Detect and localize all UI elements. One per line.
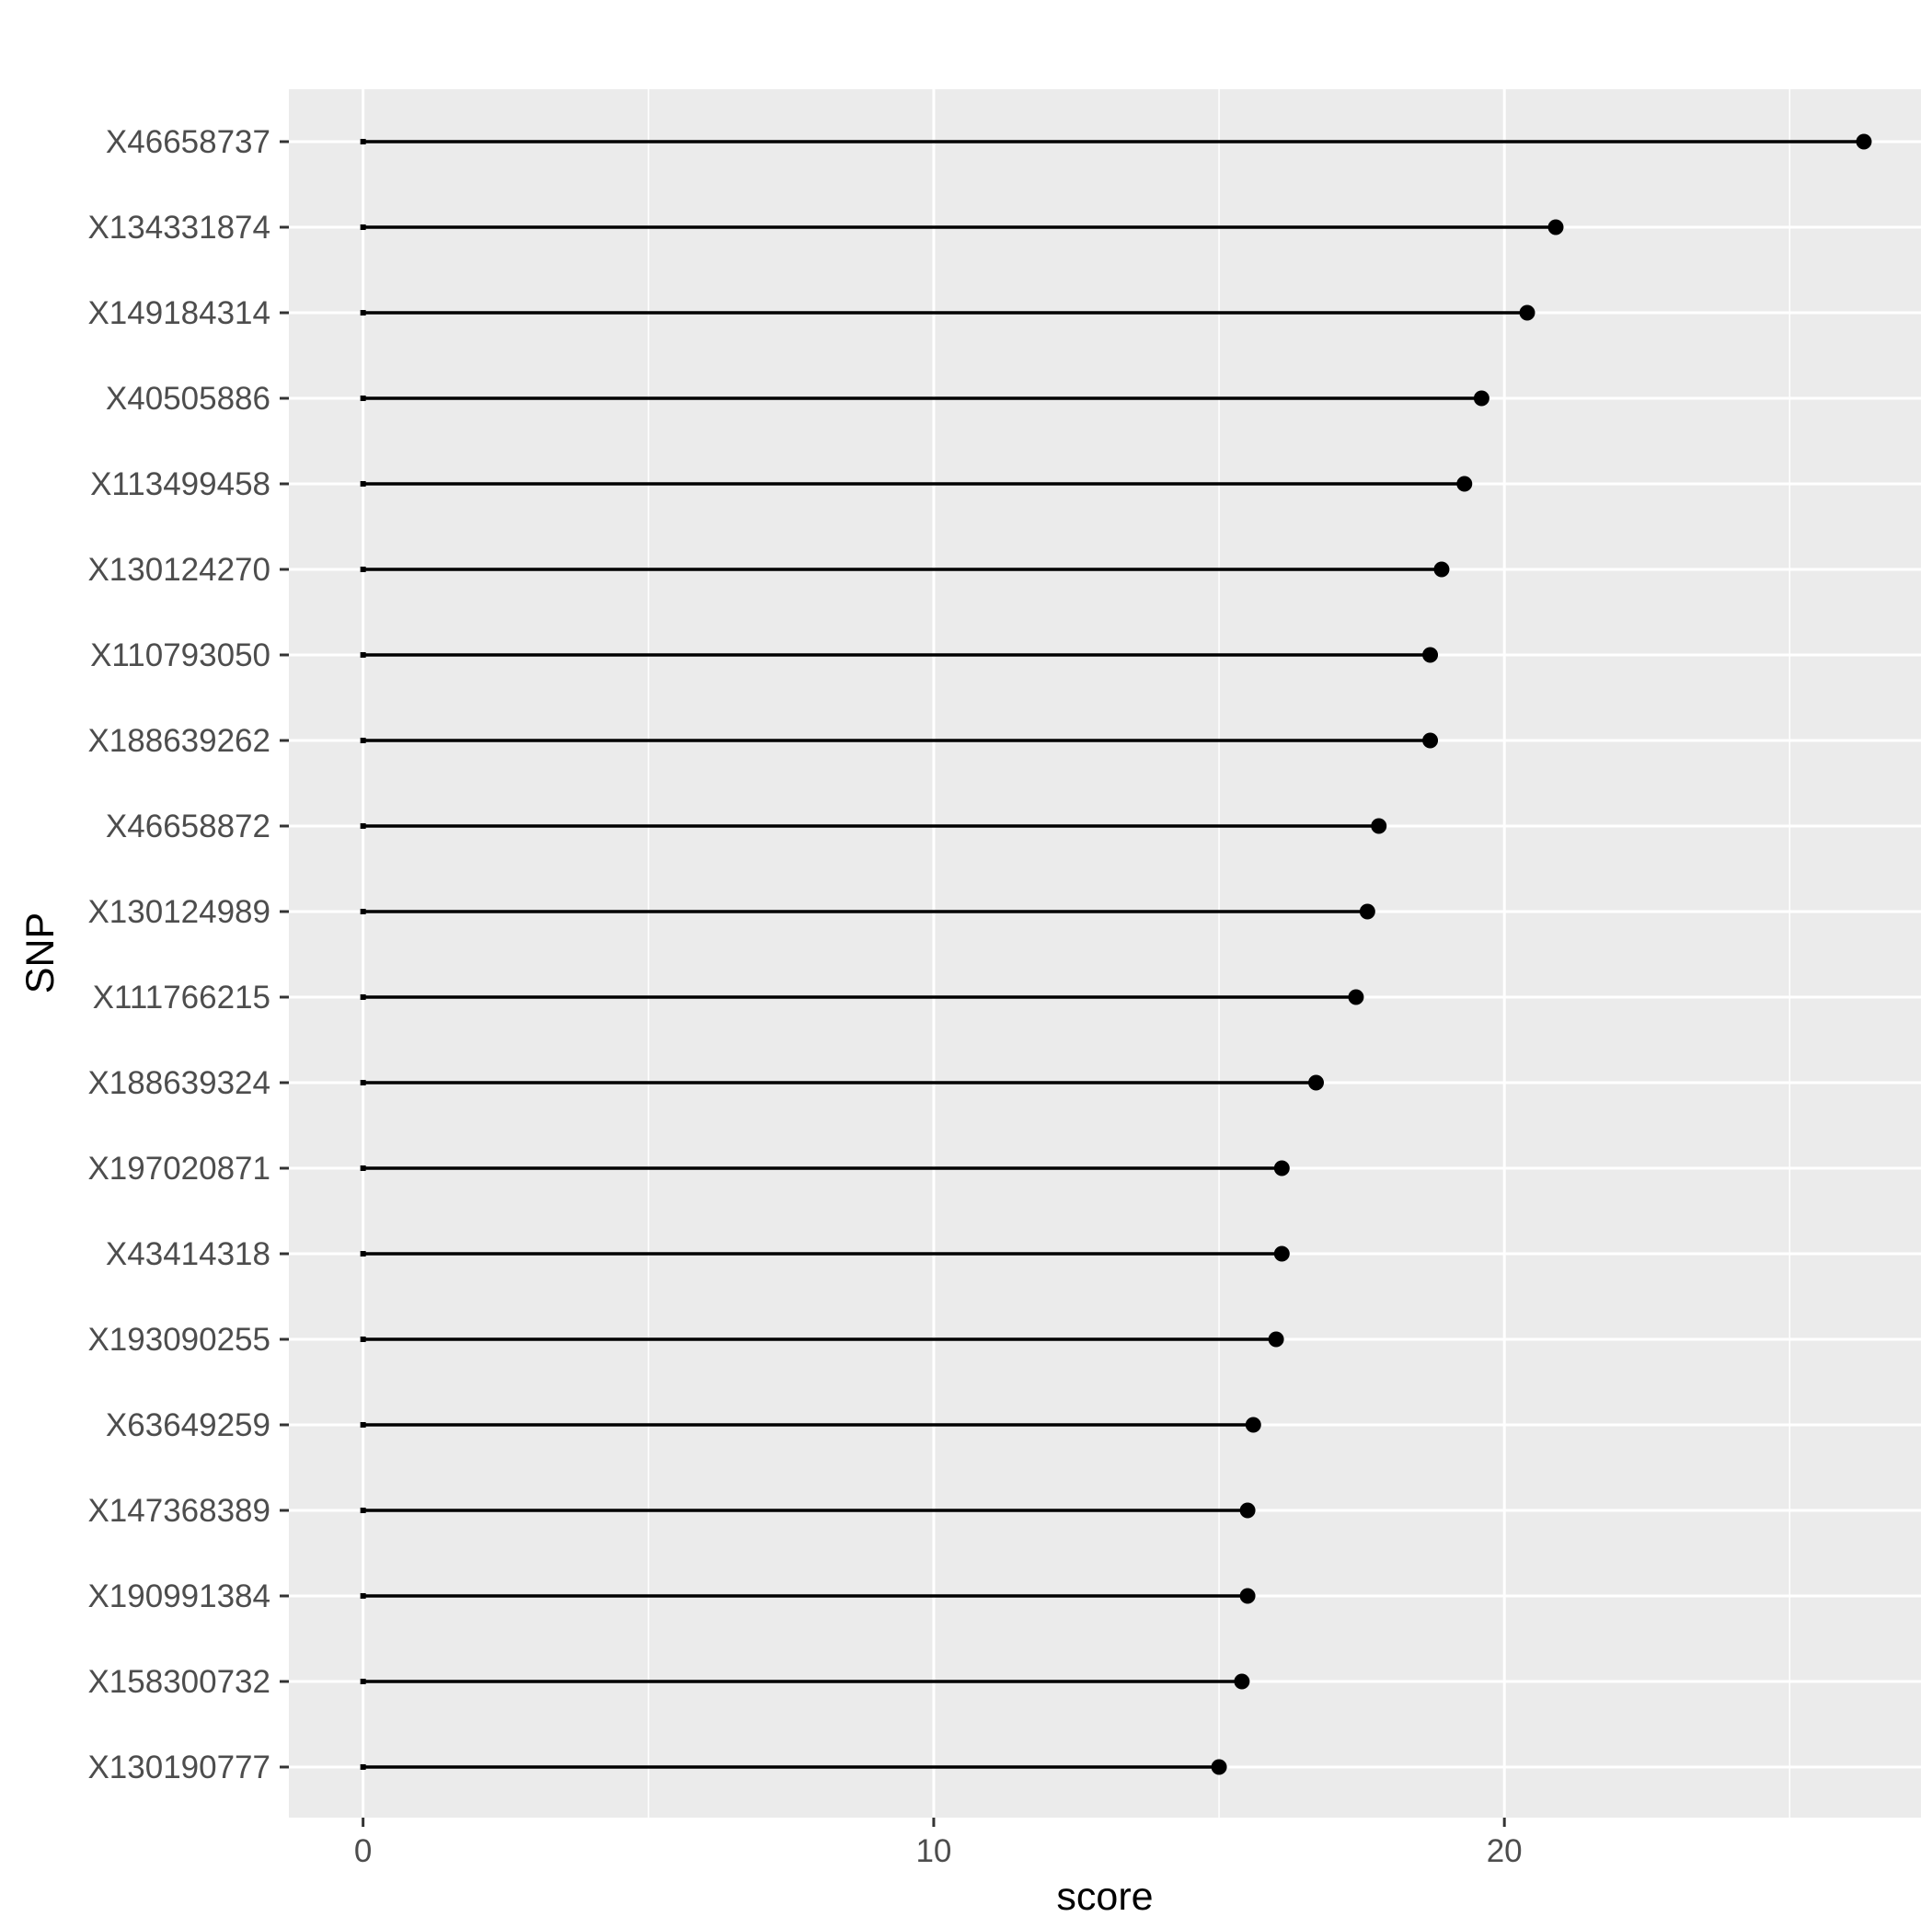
x-axis-ticks: 0 10 20 [354, 1818, 1523, 1869]
minor-gridlines [648, 89, 1791, 1818]
lollipop-start-point [360, 224, 366, 230]
x-tick-label: 20 [1487, 1833, 1523, 1869]
lollipop-point [1273, 1160, 1290, 1176]
lollipop-start-point [360, 139, 366, 144]
lollipop-point [1359, 903, 1375, 920]
lollipop-start-point [360, 1337, 366, 1342]
lollipop-start-point [360, 1508, 366, 1513]
lollipop-point [1239, 1588, 1256, 1604]
y-tick-label: X190991384 [87, 1578, 270, 1614]
lollipop-point [1547, 219, 1564, 235]
y-tick-label: X197020871 [87, 1151, 270, 1187]
y-tick-label: X130124270 [87, 552, 270, 588]
y-tick-label: X110793050 [90, 637, 270, 673]
lollipop-start-point [360, 823, 366, 829]
lollipop-start-point [360, 1679, 366, 1684]
lollipop-point [1273, 1245, 1290, 1262]
lollipop-point [1473, 390, 1489, 407]
y-tick-label: X193090255 [87, 1322, 270, 1358]
y-tick-label: X46658737 [106, 124, 270, 160]
lollipop-point [1422, 647, 1439, 663]
lollipop-point [1268, 1331, 1284, 1348]
lollipop-start-point [360, 994, 366, 1000]
lollipop-points [360, 133, 1872, 1775]
y-tick-label: X130190777 [87, 1750, 270, 1785]
x-axis-title: score [1056, 1875, 1153, 1919]
lollipop-start-point [360, 481, 366, 487]
lollipop-start-point [360, 1080, 366, 1085]
lollipop-start-point [360, 1165, 366, 1171]
lollipop-start-point [360, 567, 366, 572]
y-tick-label: X188639324 [87, 1065, 270, 1101]
lollipop-start-point [360, 1764, 366, 1770]
lollipop-point [1308, 1074, 1325, 1091]
lollipop-point [1856, 133, 1872, 150]
y-tick-label: X113499458 [90, 466, 270, 502]
lollipop-start-point [360, 396, 366, 401]
y-tick-label: X158300732 [87, 1664, 270, 1700]
lollipop-point [1239, 1502, 1256, 1519]
lollipop-point [1456, 476, 1473, 492]
y-tick-label: X130124989 [87, 894, 270, 930]
y-tick-label: X63649259 [106, 1407, 270, 1443]
x-tick-label: 10 [915, 1833, 951, 1869]
lollipop-point [1371, 818, 1387, 834]
lollipop-start-point [360, 310, 366, 316]
y-axis-ticks: X46658737 X134331874 X149184314 X40505886 X1… [87, 124, 289, 1785]
y-tick-label: X149184314 [87, 295, 270, 331]
y-tick-label: X111766215 [93, 980, 270, 1016]
y-tick-label: X188639262 [87, 723, 270, 759]
lollipop-point [1245, 1417, 1261, 1433]
y-tick-label: X134331874 [87, 210, 270, 246]
lollipop-point [1348, 989, 1364, 1005]
lollipop-start-point [360, 1251, 366, 1257]
lollipop-start-point [360, 909, 366, 914]
lollipop-point [1433, 561, 1450, 578]
y-tick-label: X40505886 [106, 381, 270, 417]
x-tick-label: 0 [354, 1833, 372, 1869]
y-tick-label: X43414318 [106, 1236, 270, 1272]
plot-panel [289, 89, 1921, 1818]
lollipop-start-point [360, 738, 366, 743]
lollipop-segments [362, 140, 1864, 1769]
y-axis-title: SNP [18, 912, 63, 993]
y-tick-label: X46658872 [106, 809, 270, 844]
lollipop-point [1519, 304, 1535, 321]
lollipop-point [1422, 732, 1439, 749]
lollipop-start-point [360, 652, 366, 658]
lollipop-start-point [360, 1593, 366, 1599]
lollipop-point [1234, 1673, 1250, 1690]
y-tick-label: X147368389 [87, 1493, 270, 1529]
lollipop-point [1211, 1759, 1227, 1775]
lollipop-start-point [360, 1422, 366, 1428]
